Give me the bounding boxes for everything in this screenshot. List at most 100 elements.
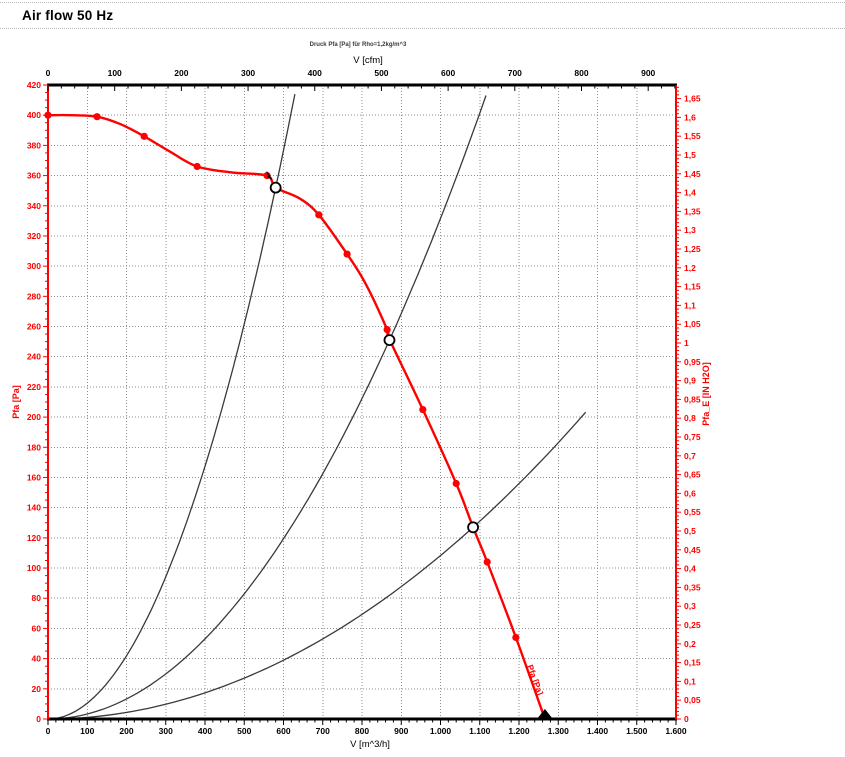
right-tick-label: 0	[684, 714, 689, 724]
op1-annotation-arrowhead	[267, 174, 272, 180]
data-point-dot	[512, 633, 520, 642]
left-tick-label: 40	[32, 654, 42, 664]
system-curve-1	[47, 93, 296, 720]
bottom-tick-label: 200	[119, 726, 133, 736]
left-tick-label: 240	[27, 352, 41, 362]
left-axis: 0 20 40 60 80 100 120 140 160 180 200 220 240 260 280 3…	[27, 80, 48, 724]
section-title: Air flow 50 Hz	[22, 8, 114, 23]
right-tick-label: 1,3	[684, 225, 696, 235]
bottom-tick-label: 800	[355, 726, 369, 736]
data-point-dot	[343, 250, 351, 258]
right-tick-label: 0,85	[684, 394, 701, 404]
bottom-tick-label: 900	[394, 726, 408, 736]
left-tick-label: 380	[27, 140, 41, 150]
data-point-dot	[419, 405, 427, 414]
right-tick-label: 1,45	[684, 169, 701, 179]
left-tick-label: 120	[27, 533, 41, 543]
right-tick-label: 0,9	[684, 376, 696, 386]
left-tick-label: 400	[27, 110, 41, 120]
chart-title: Druck Pfa [Pa] für Rho=1,2kg/m^3	[310, 42, 407, 48]
left-axis-title: Pfa [Pa]	[11, 385, 21, 419]
right-tick-label: 0,7	[684, 451, 696, 461]
data-point-dot	[383, 325, 391, 334]
top-tick-label: 700	[508, 68, 522, 78]
right-tick-label: 1,25	[684, 244, 701, 254]
bottom-tick-label: 400	[198, 726, 212, 736]
operating-point	[269, 181, 282, 194]
data-point-dot	[193, 162, 201, 171]
right-tick-label: 0,55	[684, 507, 701, 517]
top-tick-label: 800	[574, 68, 588, 78]
top-tick-label: 200	[174, 68, 188, 78]
right-tick-label: 1,4	[684, 188, 696, 198]
bottom-tick-label: 600	[276, 726, 290, 736]
data-point-dot	[140, 132, 148, 140]
right-tick-label: 1,1	[684, 300, 696, 310]
top-tick-label: 500	[374, 68, 388, 78]
operating-point	[383, 334, 396, 347]
right-tick-label: 0,65	[684, 470, 701, 480]
left-tick-label: 340	[27, 201, 41, 211]
left-tick-label: 160	[27, 472, 41, 482]
right-tick-label: 1,5	[684, 150, 696, 160]
bottom-tick-label: 1.500	[626, 726, 648, 736]
data-point-dot	[93, 113, 101, 121]
right-tick-label: 0,35	[684, 582, 701, 592]
system-curve-3	[47, 411, 587, 720]
right-tick-label: 0,05	[684, 695, 701, 705]
op1-annotation	[266, 171, 273, 180]
right-tick-label: 1	[684, 338, 689, 348]
left-tick-label: 360	[27, 171, 41, 181]
right-axis-title: Pfa_E [IN H2O]	[701, 362, 711, 426]
right-tick-label: 0,75	[684, 432, 701, 442]
data-point-dot	[483, 558, 491, 566]
left-tick-label: 60	[32, 623, 42, 633]
left-tick-label: 260	[27, 322, 41, 332]
top-tick-label: 900	[641, 68, 655, 78]
right-tick-label: 1,65	[684, 94, 701, 104]
data-point-dot	[315, 211, 323, 219]
right-tick-label: 0,8	[684, 413, 696, 423]
top-axis-title: V [cfm]	[353, 55, 383, 66]
top-tick-label: 400	[308, 68, 322, 78]
top-tick-label: 600	[441, 68, 455, 78]
section-header: Air flow 50 Hz	[0, 2, 845, 29]
bottom-tick-label: 700	[316, 726, 330, 736]
right-tick-label: 1,05	[684, 319, 701, 329]
right-tick-label: 0,6	[684, 488, 696, 498]
left-tick-label: 140	[27, 503, 41, 513]
bottom-tick-label: 300	[159, 726, 173, 736]
right-tick-label: 0,45	[684, 545, 701, 555]
left-tick-label: 180	[27, 442, 41, 452]
right-tick-label: 1,35	[684, 206, 701, 216]
operating-points	[269, 181, 479, 534]
right-tick-label: 0,15	[684, 658, 701, 668]
left-tick-label: 420	[27, 80, 41, 90]
top-tick-label: 0	[46, 68, 51, 78]
bottom-tick-label: 1.000	[430, 726, 452, 736]
bottom-tick-label: 1.200	[508, 726, 530, 736]
right-axis: 0 0,05 0,1 0,15 0,2 0,25 0,3 0,35 0,4 0,45 0,5 0,55…	[676, 86, 701, 724]
left-tick-label: 20	[32, 684, 42, 694]
left-tick-label: 220	[27, 382, 41, 392]
top-tick-label: 100	[108, 68, 122, 78]
system-curve-2	[47, 95, 487, 720]
bottom-axis: 0 100 200 300 400 500 600 700 800 900 1.000 1.100 1.…	[46, 719, 687, 736]
bottom-tick-label: 0	[46, 726, 51, 736]
bottom-axis-title: V [m^3/h]	[350, 739, 390, 750]
fan-curve	[47, 113, 547, 720]
right-tick-label: 1,2	[684, 263, 696, 273]
fan-curve-label: Pfa [Pa]	[525, 663, 545, 696]
right-tick-label: 0,95	[684, 357, 701, 367]
right-tick-label: 1,6	[684, 112, 696, 122]
right-tick-label: 0,5	[684, 526, 696, 536]
bottom-tick-label: 1.400	[587, 726, 609, 736]
left-tick-label: 200	[27, 412, 41, 422]
operating-point	[467, 521, 479, 534]
bottom-tick-label: 100	[80, 726, 94, 736]
left-tick-label: 100	[27, 563, 41, 573]
right-tick-label: 0,3	[684, 601, 696, 611]
grid	[48, 85, 676, 719]
